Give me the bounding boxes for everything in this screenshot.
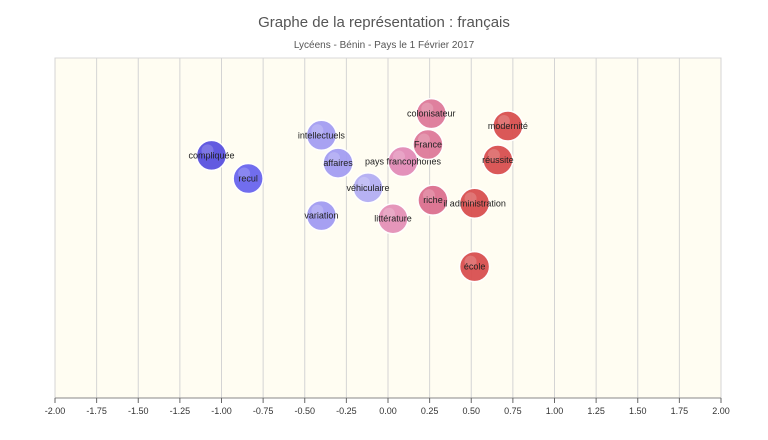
tick-label: -1.50 [128, 406, 149, 416]
point-marker[interactable] [232, 162, 264, 195]
point-marker[interactable] [377, 202, 409, 235]
point-highlight [417, 133, 430, 146]
tick-label: 0.75 [504, 406, 522, 416]
point-marker[interactable] [415, 97, 448, 130]
data-point[interactable]: affaires [322, 147, 354, 179]
data-point[interactable]: il administration [443, 187, 506, 220]
point-highlight [464, 255, 477, 268]
data-point[interactable]: modernité [488, 110, 528, 142]
point-highlight [422, 189, 435, 202]
point-highlight [201, 144, 214, 157]
point-highlight [392, 150, 405, 163]
point-label: véhiculaire [347, 183, 390, 193]
data-point[interactable]: compliquée [188, 139, 235, 172]
data-point[interactable]: recul [232, 162, 264, 195]
tick-label: -2.00 [45, 406, 66, 416]
point-label: pays francophones [365, 157, 442, 167]
tick-label: 0.50 [462, 406, 480, 416]
point-marker[interactable] [458, 187, 491, 220]
point-highlight [328, 152, 341, 165]
tick-label: -0.50 [294, 406, 315, 416]
point-label: intellectuels [298, 130, 346, 140]
data-point[interactable]: littérature [374, 202, 412, 235]
point-label: variation [304, 211, 338, 221]
point-label: affaires [323, 158, 353, 168]
point-label: école [464, 262, 486, 272]
data-point[interactable]: véhiculaire [347, 172, 390, 204]
tick-label: 1.25 [587, 406, 605, 416]
point-highlight [382, 207, 395, 220]
data-point[interactable]: pays francophones [365, 145, 442, 178]
point-marker[interactable] [458, 250, 491, 283]
point-label: réussite [482, 155, 514, 165]
point-highlight [311, 204, 324, 217]
point-marker[interactable] [305, 199, 338, 232]
point-highlight [358, 176, 371, 189]
point-marker[interactable] [417, 184, 449, 216]
point-label: compliquée [188, 150, 234, 160]
tick-label: 1.00 [546, 406, 564, 416]
point-marker[interactable] [322, 147, 354, 179]
point-label: il administration [443, 198, 506, 208]
tick-label: 1.50 [629, 406, 647, 416]
tick-label: 0.00 [379, 406, 397, 416]
point-marker[interactable] [492, 110, 524, 142]
tick-label: -1.00 [211, 406, 232, 416]
data-point[interactable]: réussite [482, 144, 514, 176]
point-highlight [238, 167, 251, 180]
point-highlight [497, 115, 510, 127]
point-highlight [421, 102, 434, 115]
point-marker[interactable] [352, 172, 384, 204]
point-marker[interactable] [305, 119, 338, 152]
tick-label: -1.25 [170, 406, 191, 416]
data-point[interactable]: riche [417, 184, 449, 216]
point-marker[interactable] [412, 128, 444, 161]
tick-label: -0.75 [253, 406, 274, 416]
data-point[interactable]: France [412, 128, 444, 161]
data-points: compliquée recul intellectuels affaires véhi… [188, 97, 528, 283]
point-highlight [487, 149, 500, 161]
data-point[interactable]: variation [304, 199, 338, 232]
chart-title: Graphe de la représentation : français [258, 14, 510, 31]
tick-label: -1.75 [86, 406, 107, 416]
point-marker[interactable] [387, 145, 419, 178]
tick-label: -0.25 [336, 406, 357, 416]
data-point[interactable]: intellectuels [298, 119, 346, 152]
point-label: littérature [374, 214, 412, 224]
point-label: recul [238, 174, 258, 184]
point-marker[interactable] [482, 144, 514, 176]
chart-subtitle: Lycéens - Bénin - Pays le 1 Février 2017 [293, 40, 475, 51]
point-label: colonisateur [407, 109, 456, 119]
x-axis-ticks: -2.00 -1.75 -1.50 -1.25 -1.00 -0.75 -0.50 -0.25… [45, 398, 730, 416]
point-marker[interactable] [195, 139, 228, 172]
tick-label: 2.00 [712, 406, 730, 416]
point-label: riche [423, 195, 443, 205]
tick-label: 1.75 [671, 406, 689, 416]
point-label: France [414, 140, 442, 150]
tick-label: 0.25 [421, 406, 439, 416]
point-highlight [464, 192, 477, 205]
point-label: modernité [488, 121, 528, 131]
data-point[interactable]: école [458, 250, 491, 283]
point-highlight [311, 124, 324, 137]
data-point[interactable]: colonisateur [407, 97, 456, 130]
